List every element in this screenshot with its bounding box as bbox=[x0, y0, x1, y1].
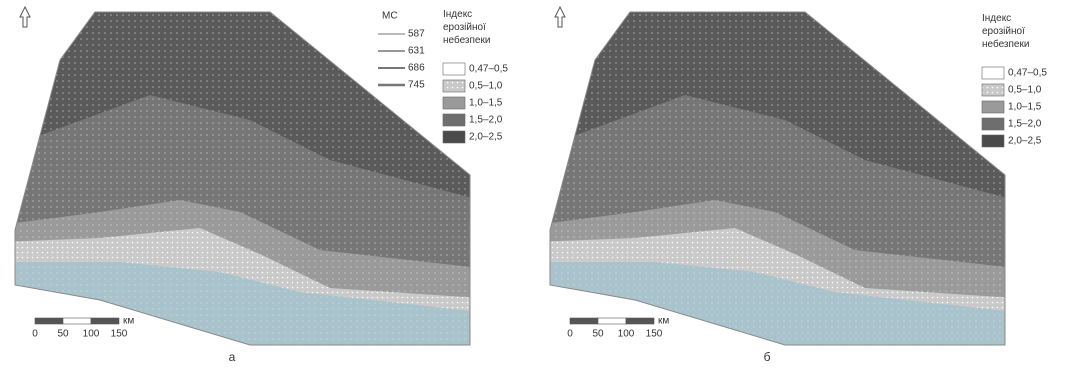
scale-label: 50 bbox=[592, 329, 604, 340]
legend-swatch bbox=[982, 135, 1004, 147]
caption: а bbox=[229, 350, 236, 364]
ms-label: 686 bbox=[408, 63, 425, 74]
caption: б bbox=[764, 350, 771, 364]
legend-swatch bbox=[982, 101, 1004, 113]
legend-label: 1,0–1,5 bbox=[469, 98, 503, 109]
legend-label: 0,5–1,0 bbox=[1008, 85, 1042, 96]
scale-segment bbox=[570, 318, 598, 324]
legend-label: 0,47–0,5 bbox=[469, 64, 508, 75]
legend-swatch bbox=[982, 67, 1004, 79]
legend-swatch bbox=[443, 131, 465, 143]
scale-label: 100 bbox=[83, 329, 100, 340]
legend-swatch bbox=[443, 80, 465, 92]
legend-label: 1,0–1,5 bbox=[1008, 102, 1042, 113]
scale-label: 50 bbox=[57, 329, 69, 340]
legend-swatch bbox=[982, 118, 1004, 130]
ms-label: 631 bbox=[408, 46, 425, 57]
scale-segment bbox=[35, 318, 63, 324]
scale-unit: км bbox=[658, 316, 669, 327]
ms-label: 587 bbox=[408, 29, 425, 40]
legend-label: 2,0–2,5 bbox=[1008, 136, 1042, 147]
legend-swatch bbox=[982, 84, 1004, 96]
legend-label: 1,5–2,0 bbox=[1008, 119, 1042, 130]
legend-swatch bbox=[443, 114, 465, 126]
legend-label: 0,47–0,5 bbox=[1008, 68, 1047, 79]
legend-swatch bbox=[443, 63, 465, 75]
scale-label: 100 bbox=[618, 329, 635, 340]
map-figure: Індексерозійноїнебезпеки 0,47–0,5 0,5–1,0 1… bbox=[0, 0, 1065, 367]
scale-segment bbox=[63, 318, 91, 324]
legend-label: 1,5–2,0 bbox=[469, 115, 503, 126]
scale-label: 0 bbox=[567, 329, 573, 340]
scale-label: 150 bbox=[646, 329, 663, 340]
map-b bbox=[535, 0, 1015, 360]
scale-label: 150 bbox=[111, 329, 128, 340]
scale-unit: км bbox=[123, 316, 134, 327]
scale-segment bbox=[598, 318, 626, 324]
legend-label: 0,5–1,0 bbox=[469, 81, 503, 92]
scale-segment bbox=[91, 318, 119, 324]
legend-label: 2,0–2,5 bbox=[469, 132, 503, 143]
ms-title: МС bbox=[382, 11, 398, 22]
scale-label: 0 bbox=[32, 329, 38, 340]
scale-segment bbox=[626, 318, 654, 324]
ms-label: 745 bbox=[408, 80, 425, 91]
legend-swatch bbox=[443, 97, 465, 109]
